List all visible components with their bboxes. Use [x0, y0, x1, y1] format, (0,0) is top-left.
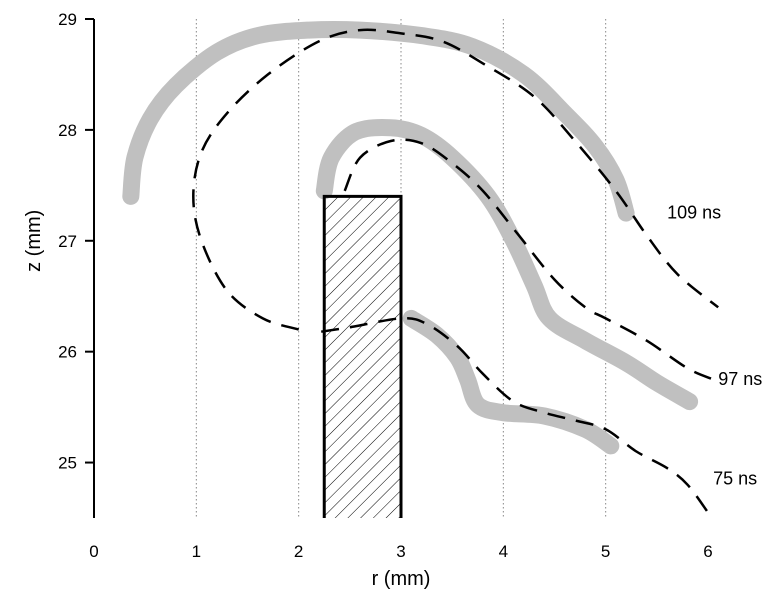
y-tick-label: 29 [58, 10, 77, 29]
gray-contour [315, 118, 699, 411]
labels: r (mm) z (mm) 109 ns 97 ns 75 ns [23, 203, 762, 590]
dashed-contours [192, 28, 719, 514]
electrode-hatch [324, 196, 401, 518]
x-tick-label: 6 [703, 542, 712, 561]
series-label: 109 ns [667, 203, 721, 223]
electrode [322, 194, 403, 518]
x-tick-label: 4 [499, 542, 508, 561]
axes: 0 1 2 3 4 5 6 25 26 27 28 29 [58, 10, 713, 561]
dashed-contour [192, 28, 719, 331]
x-tick-label: 0 [89, 542, 98, 561]
y-tick-label: 25 [58, 454, 77, 473]
dashed-contour [343, 138, 714, 381]
y-tick-label: 26 [58, 343, 77, 362]
x-axis-title: r (mm) [372, 568, 431, 590]
y-tick-label: 28 [58, 121, 77, 140]
dashed-contour [321, 317, 710, 514]
electrode-outline [322, 194, 403, 518]
gray-contour [402, 309, 620, 455]
x-tick-label: 3 [396, 542, 405, 561]
x-tick-label: 5 [601, 542, 610, 561]
x-tick-label: 2 [294, 542, 303, 561]
x-tick-label: 1 [192, 542, 201, 561]
y-tick-label: 27 [58, 232, 77, 251]
series-label: 75 ns [713, 469, 757, 489]
series-label: 97 ns [718, 369, 762, 389]
y-axis-title: z (mm) [23, 210, 45, 272]
